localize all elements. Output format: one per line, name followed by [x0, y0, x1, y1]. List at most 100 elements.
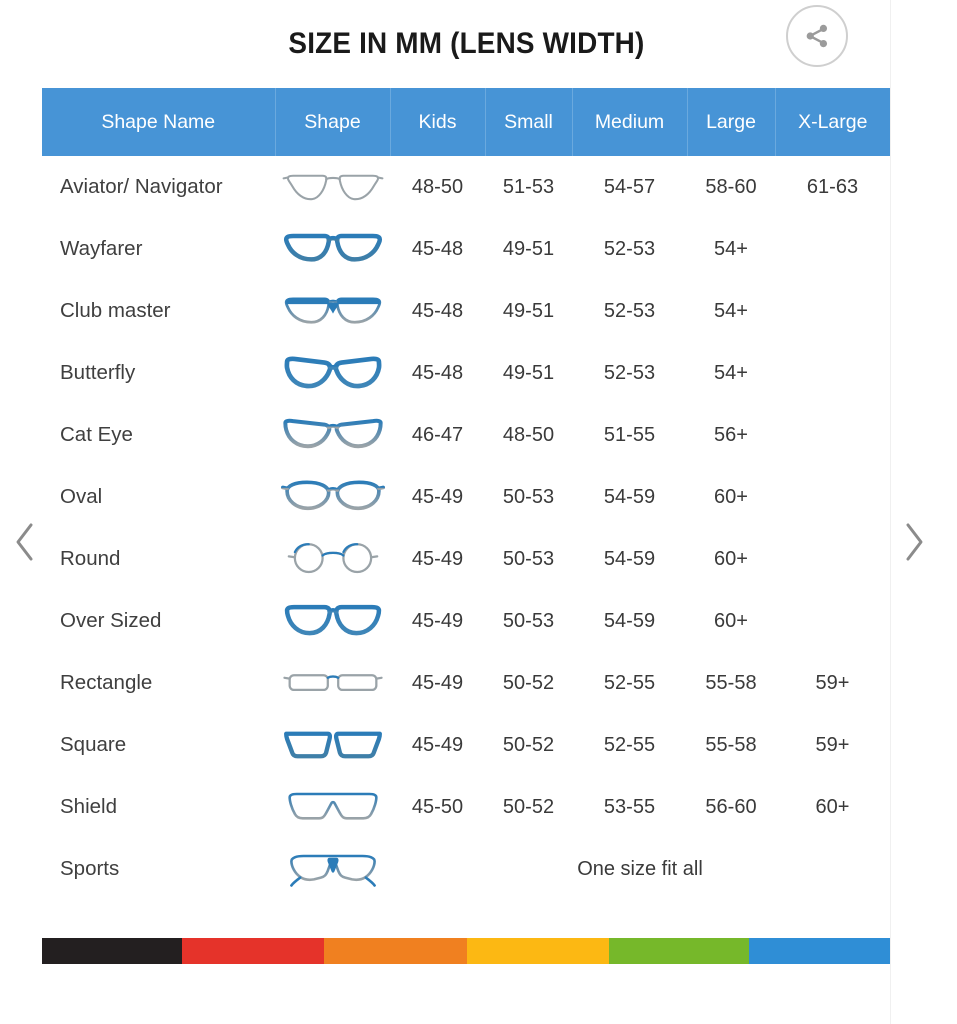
cell-large: 58-60 — [687, 156, 775, 218]
size-table: Shape Name Shape Kids Small Medium Large… — [42, 88, 890, 900]
prev-slide-button[interactable] — [4, 515, 46, 573]
cell-shape-name: Shield — [42, 776, 275, 838]
cateye-glasses-icon — [275, 415, 390, 455]
cell-shape-name: Over Sized — [42, 590, 275, 652]
cell-small: 49-51 — [485, 342, 572, 404]
cell-small: 50-53 — [485, 528, 572, 590]
cell-kids: 45-48 — [390, 280, 485, 342]
cell-medium: 52-55 — [572, 652, 687, 714]
column-header-medium[interactable]: Medium — [572, 88, 688, 156]
cell-small: 49-51 — [485, 280, 572, 342]
cell-shape-illustration — [275, 776, 390, 838]
cell-large: 55-58 — [687, 652, 775, 714]
cell-medium: 53-55 — [572, 776, 687, 838]
table-row: Round 45-49 50-53 54-59 60+ — [42, 528, 890, 590]
cell-xlarge — [775, 342, 890, 404]
cell-shape-illustration — [275, 838, 390, 900]
cell-xlarge — [775, 280, 890, 342]
aviator-glasses-icon — [275, 167, 390, 207]
cell-shape-name: Cat Eye — [42, 404, 275, 466]
shield-glasses-icon — [275, 787, 390, 827]
cell-large: 54+ — [687, 342, 775, 404]
cell-shape-illustration — [275, 652, 390, 714]
oval-glasses-icon — [275, 477, 390, 517]
chevron-left-icon — [12, 521, 38, 568]
oversized-glasses-icon — [275, 601, 390, 641]
cell-shape-illustration — [275, 528, 390, 590]
column-header-xlarge[interactable]: X-Large — [775, 88, 890, 156]
cell-shape-illustration — [275, 590, 390, 652]
cell-medium: 52-55 — [572, 714, 687, 776]
cell-kids: 45-48 — [390, 218, 485, 280]
cell-shape-name: Wayfarer — [42, 218, 275, 280]
cell-xlarge — [775, 404, 890, 466]
cell-xlarge: 59+ — [775, 714, 890, 776]
size-chart-card: SIZE IN MM (LENS WIDTH) Shape Name Shape… — [42, 0, 891, 1024]
table-row: Butterfly 45-48 49-51 52-53 54+ — [42, 342, 890, 404]
wayfarer-glasses-icon — [275, 229, 390, 269]
cell-small: 48-50 — [485, 404, 572, 466]
table-row: Square 45-49 50-52 52-55 55-58 59+ — [42, 714, 890, 776]
cell-small: 50-52 — [485, 776, 572, 838]
next-slide-button[interactable] — [893, 515, 935, 573]
table-row: Shield 45-50 50-52 53-55 56-60 60+ — [42, 776, 890, 838]
round-glasses-icon — [275, 539, 390, 579]
cell-kids: 48-50 — [390, 156, 485, 218]
cell-kids: 45-49 — [390, 652, 485, 714]
column-header-shape-name[interactable]: Shape Name — [42, 88, 276, 156]
cell-shape-name: Rectangle — [42, 652, 275, 714]
table-header-row: Shape Name Shape Kids Small Medium Large… — [42, 88, 890, 156]
cell-medium: 51-55 — [572, 404, 687, 466]
table-row: Over Sized 45-49 50-53 54-59 60+ — [42, 590, 890, 652]
chevron-right-icon — [901, 521, 927, 568]
cell-shape-illustration — [275, 156, 390, 218]
cell-small: 50-52 — [485, 652, 572, 714]
cell-shape-name: Club master — [42, 280, 275, 342]
cell-xlarge: 59+ — [775, 652, 890, 714]
cell-xlarge — [775, 590, 890, 652]
cell-shape-name: Oval — [42, 466, 275, 528]
column-header-shape[interactable]: Shape — [275, 88, 391, 156]
sports-glasses-icon — [275, 849, 390, 889]
table-row: Cat Eye 46-47 48-50 51-55 56+ — [42, 404, 890, 466]
cell-shape-illustration — [275, 218, 390, 280]
cell-shape-illustration — [275, 404, 390, 466]
cell-small: 51-53 — [485, 156, 572, 218]
cell-large: 60+ — [687, 466, 775, 528]
rectangle-glasses-icon — [275, 663, 390, 703]
cell-medium: 52-53 — [572, 280, 687, 342]
share-icon — [803, 22, 831, 50]
color-bar-segment-blue — [749, 938, 890, 964]
cell-medium: 54-59 — [572, 466, 687, 528]
column-header-large[interactable]: Large — [687, 88, 776, 156]
share-button[interactable] — [786, 5, 848, 67]
table-body: Aviator/ Navigator 48-50 51-53 54-57 58-60 61… — [42, 156, 890, 900]
cell-medium: 54-57 — [572, 156, 687, 218]
butterfly-glasses-icon — [275, 353, 390, 393]
table-row: Sports One size fit all — [42, 838, 890, 900]
cell-medium: 52-53 — [572, 218, 687, 280]
cell-large: 56-60 — [687, 776, 775, 838]
cell-shape-name: Butterfly — [42, 342, 275, 404]
table-row: Oval 45-49 50-53 54-59 60+ — [42, 466, 890, 528]
cell-one-size-fit-all: One size fit all — [390, 838, 890, 900]
cell-large: 54+ — [687, 218, 775, 280]
table-row: Wayfarer 45-48 49-51 52-53 54+ — [42, 218, 890, 280]
cell-small: 49-51 — [485, 218, 572, 280]
table-header: Shape Name Shape Kids Small Medium Large… — [42, 88, 890, 156]
cell-xlarge: 60+ — [775, 776, 890, 838]
color-bar-segment-green — [609, 938, 749, 964]
clubmaster-glasses-icon — [275, 291, 390, 331]
cell-xlarge — [775, 218, 890, 280]
cell-large: 56+ — [687, 404, 775, 466]
cell-shape-illustration — [275, 714, 390, 776]
column-header-small[interactable]: Small — [485, 88, 573, 156]
column-header-kids[interactable]: Kids — [390, 88, 486, 156]
cell-medium: 54-59 — [572, 528, 687, 590]
title-bar: SIZE IN MM (LENS WIDTH) — [42, 0, 890, 88]
color-bar — [42, 938, 890, 964]
cell-shape-illustration — [275, 466, 390, 528]
cell-large: 60+ — [687, 528, 775, 590]
cell-large: 60+ — [687, 590, 775, 652]
